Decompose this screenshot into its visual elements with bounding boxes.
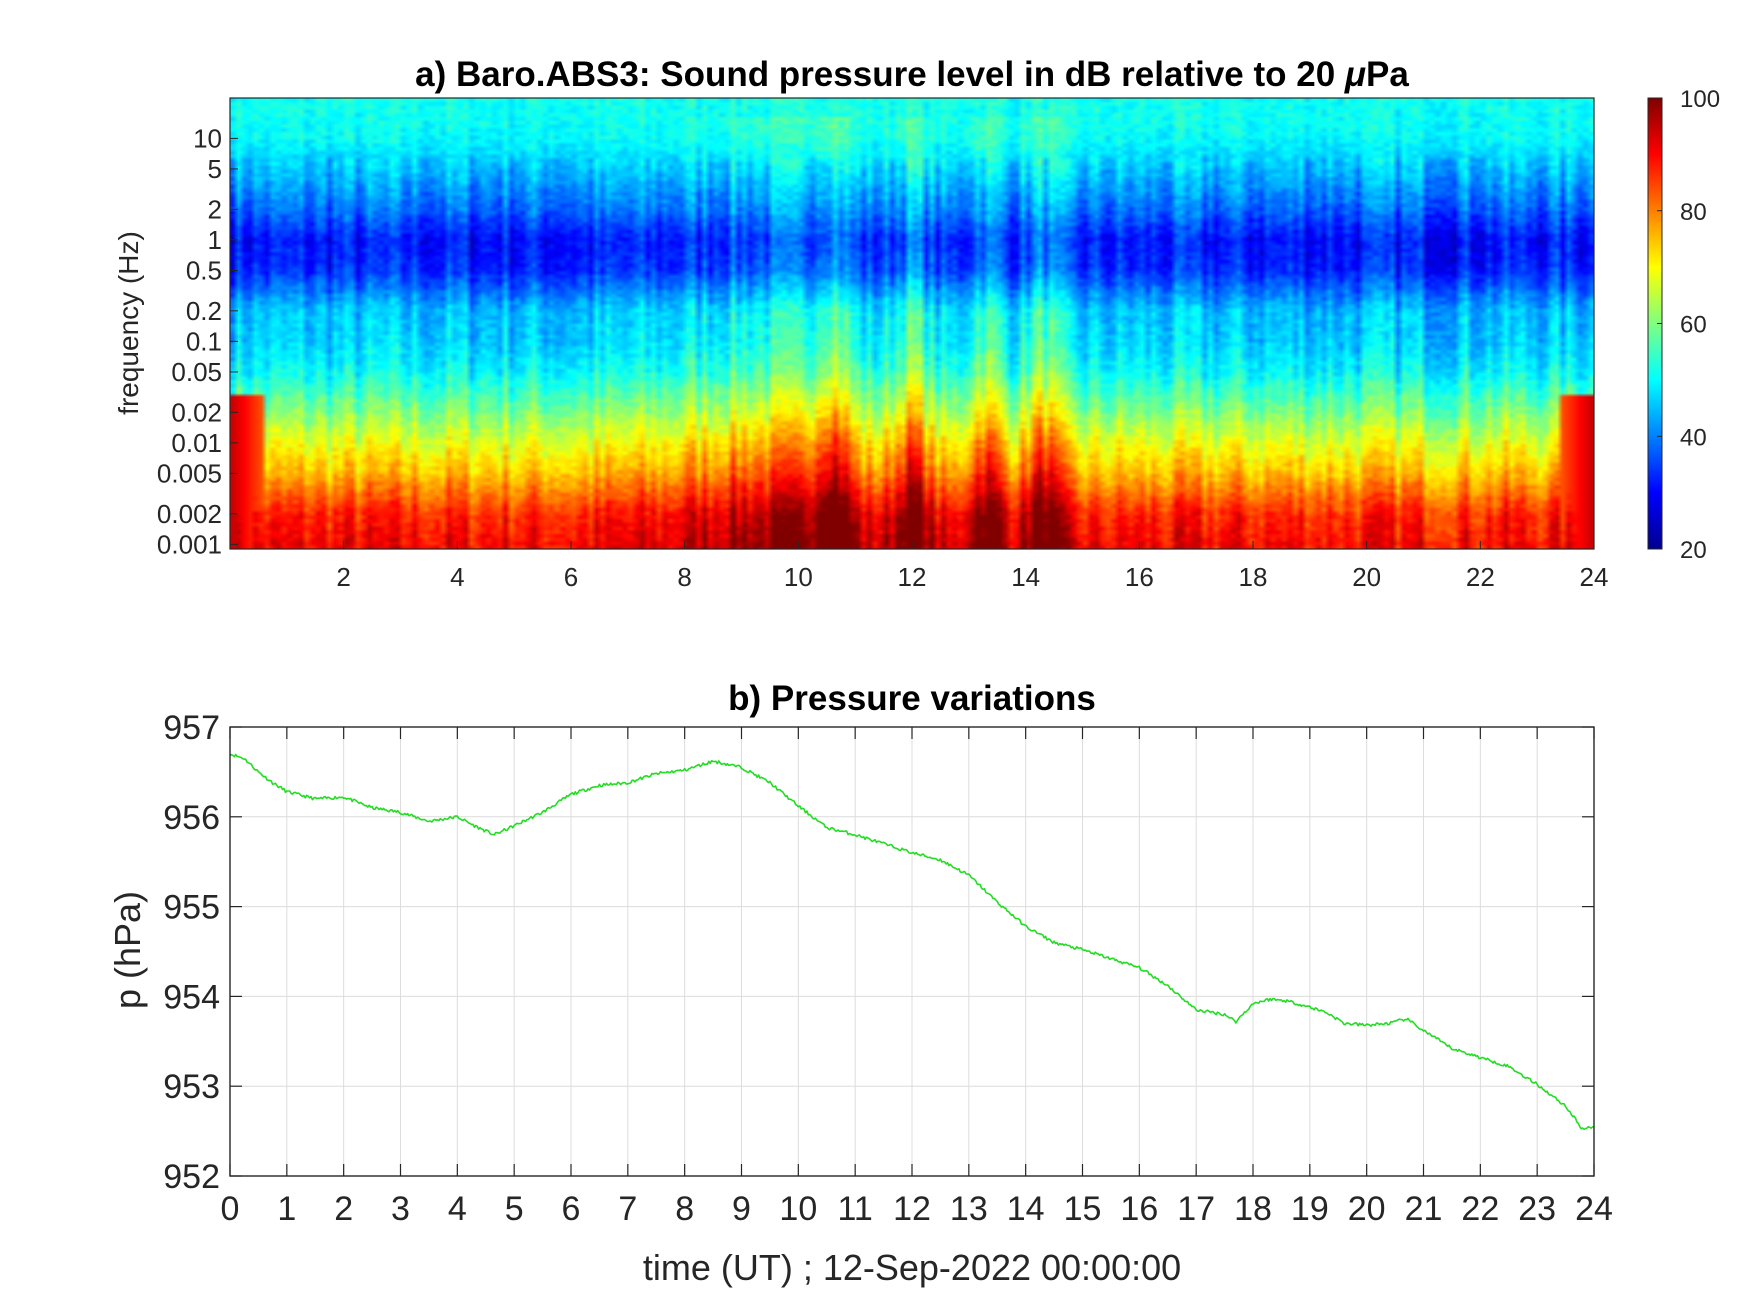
pressure-x-tick-label: 21 — [1405, 1190, 1443, 1228]
pressure-series-line — [230, 753, 1594, 1131]
pressure-y-ticks: 957 956 955 954 953 952 — [163, 709, 1594, 1196]
pressure-x-tick-label: 17 — [1177, 1190, 1215, 1228]
colorbar-ticks: 100 80 60 40 20 — [1657, 86, 1720, 564]
colorbar-tick-label: 40 — [1680, 424, 1707, 451]
spectrogram-y-tick-label: 0.2 — [186, 296, 222, 326]
spectrogram-y-tick-label: 0.01 — [171, 428, 222, 458]
pressure-title: b) Pressure variations — [728, 679, 1096, 718]
spectrogram-y-tick-label: 0.05 — [171, 357, 222, 387]
pressure-x-tick-label: 7 — [618, 1190, 637, 1228]
spectrogram-x-tick-label: 20 — [1352, 562, 1381, 592]
pressure-x-tick-label: 1 — [277, 1190, 296, 1228]
spectrogram-y-tick-label: 2 — [208, 194, 222, 224]
pressure-x-tick-label: 13 — [950, 1190, 988, 1228]
spectrogram-x-tick-label: 14 — [1011, 562, 1040, 592]
colorbar-tick-label: 80 — [1680, 199, 1707, 226]
spectrogram-y-ticks: 105 210.5 0.20.10.05 0.020.010.005 0.0020.00… — [157, 123, 238, 559]
spectrogram-x-tick-label: 8 — [677, 562, 691, 592]
colorbar-tick-label: 60 — [1680, 312, 1707, 339]
spectrogram-y-tick-label: 1 — [208, 225, 222, 255]
pressure-x-tick-label: 12 — [893, 1190, 931, 1228]
pressure-x-ticks: 0 1 2 3 4 5 6 7 8 9 10 11 12 13 14 15 16 17 18 19 20 21 22 23 24 — [221, 727, 1613, 1228]
spectrogram-chart: a) Baro.ABS3: Sound pressure level in dB… — [113, 55, 1720, 592]
pressure-y-tick-label: 954 — [163, 978, 220, 1016]
pressure-x-tick-label: 6 — [562, 1190, 581, 1228]
pressure-x-tick-label: 0 — [221, 1190, 240, 1228]
pressure-x-tick-label: 14 — [1007, 1190, 1045, 1228]
pressure-x-tick-label: 8 — [675, 1190, 694, 1228]
pressure-y-tick-label: 952 — [163, 1158, 220, 1196]
pressure-x-tick-label: 19 — [1291, 1190, 1329, 1228]
spectrogram-y-tick-label: 0.02 — [171, 397, 222, 427]
spectrogram-y-tick-label: 0.5 — [186, 255, 222, 285]
colorbar-tick-label: 100 — [1680, 86, 1720, 113]
spectrogram-y-tick-label: 0.005 — [157, 458, 222, 488]
spectrogram-x-tick-label: 12 — [898, 562, 927, 592]
spectrogram-y-tick-label: 0.1 — [186, 326, 222, 356]
pressure-x-tick-label: 2 — [334, 1190, 353, 1228]
pressure-chart: b) Pressure variations 0 1 2 3 4 5 6 7 8 9 10 11 12 1… — [107, 679, 1613, 1288]
spectrogram-x-tick-label: 6 — [564, 562, 578, 592]
pressure-x-tick-label: 23 — [1518, 1190, 1556, 1228]
pressure-y-tick-label: 953 — [163, 1068, 220, 1106]
spectrogram-x-tick-label: 22 — [1466, 562, 1495, 592]
spectrogram-y-axis-label: frequency (Hz) — [113, 231, 144, 415]
pressure-y-tick-label: 957 — [163, 709, 220, 747]
spectrogram-y-tick-label: 0.001 — [157, 529, 222, 559]
pressure-x-tick-label: 24 — [1575, 1190, 1613, 1228]
spectrogram-x-tick-label: 2 — [336, 562, 350, 592]
spectrogram-x-tick-label: 4 — [450, 562, 464, 592]
spectrogram-heatmap — [230, 98, 1594, 549]
pressure-x-tick-label: 22 — [1461, 1190, 1499, 1228]
pressure-x-tick-label: 11 — [838, 1190, 873, 1228]
spectrogram-x-tick-label: 16 — [1125, 562, 1154, 592]
pressure-x-tick-label: 9 — [732, 1190, 751, 1228]
pressure-x-tick-label: 20 — [1348, 1190, 1386, 1228]
spectrogram-x-tick-label: 24 — [1580, 562, 1609, 592]
spectrogram-x-tick-label: 10 — [784, 562, 813, 592]
pressure-y-axis-label: p (hPa) — [107, 891, 148, 1009]
spectrogram-y-tick-label: 0.002 — [157, 499, 222, 529]
colorbar-tick-label: 20 — [1680, 537, 1707, 564]
spectrogram-y-tick-label: 5 — [208, 154, 222, 184]
pressure-x-tick-label: 4 — [448, 1190, 467, 1228]
pressure-x-axis-label: time (UT) ; 12-Sep-2022 00:00:00 — [643, 1247, 1181, 1288]
pressure-x-tick-label: 18 — [1234, 1190, 1272, 1228]
pressure-series-group — [230, 753, 1594, 1131]
pressure-x-tick-label: 16 — [1120, 1190, 1158, 1228]
spectrogram-title: a) Baro.ABS3: Sound pressure level in dB… — [415, 55, 1409, 94]
spectrogram-x-ticks: 2 4 6 8 10 12 14 16 18 20 22 24 — [336, 541, 1608, 592]
spectrogram-y-tick-label: 10 — [193, 123, 222, 153]
pressure-y-tick-label: 956 — [163, 799, 220, 837]
pressure-x-tick-label: 10 — [779, 1190, 817, 1228]
pressure-y-tick-label: 955 — [163, 889, 220, 927]
pressure-x-tick-label: 15 — [1064, 1190, 1102, 1228]
spectrogram-x-tick-label: 18 — [1239, 562, 1268, 592]
pressure-x-tick-label: 5 — [505, 1190, 524, 1228]
pressure-x-tick-label: 3 — [391, 1190, 410, 1228]
